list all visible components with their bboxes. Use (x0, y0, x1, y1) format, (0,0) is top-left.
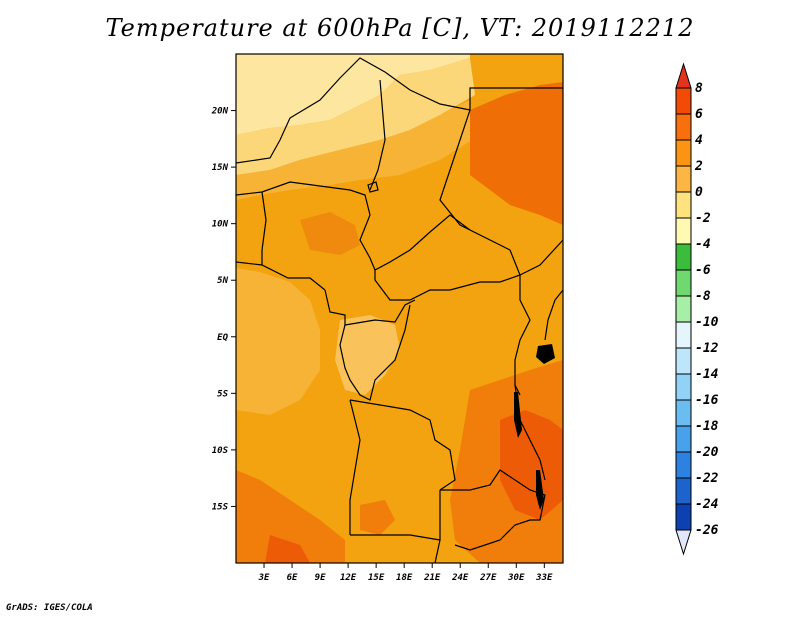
y-tick-label: EQ (217, 333, 228, 343)
lake-victoria (536, 344, 555, 364)
border-line (236, 261, 326, 291)
colorbar-segment (675, 347, 692, 375)
colorbar-label: -24 (695, 497, 719, 512)
y-tick-label: 15N (212, 163, 229, 173)
border-line (349, 399, 456, 491)
colorbar-label: 8 (695, 81, 703, 96)
colorbar-label: -18 (695, 419, 719, 434)
map-title: Temperature at 600hPa [C], VT: 201911221… (105, 14, 695, 42)
y-tick-label: 5N (217, 276, 228, 286)
field-mid-north (236, 100, 472, 200)
colorbar-label: -2 (695, 211, 711, 226)
colorbar-label: 0 (695, 185, 703, 200)
border-line (369, 79, 386, 191)
colorbar-segment (675, 217, 692, 245)
colorbar-segment (675, 321, 692, 349)
colorbar-label: -26 (695, 523, 719, 538)
colorbar-label: -16 (695, 393, 719, 408)
colorbar-label: 2 (694, 159, 703, 174)
colorbar-label: -4 (695, 237, 711, 252)
border-line (434, 490, 441, 563)
x-axis: 3E 6E 9E 12E 15E 18E 21E 24E 27E 30E 33E (258, 563, 553, 583)
x-tick-label: 6E (287, 573, 298, 583)
colorbar-segment (675, 165, 692, 193)
border-line (439, 109, 471, 231)
border-line (350, 534, 441, 541)
colorbar-segment (675, 399, 692, 427)
colorbar-segment (675, 425, 692, 453)
x-tick-label: 33E (535, 573, 553, 583)
colorbar-segment (675, 139, 692, 167)
x-tick-label: 30E (507, 573, 525, 583)
field-hot-nigeria (300, 212, 360, 255)
map-frame (235, 53, 564, 564)
colorbar-label: -10 (695, 315, 719, 330)
x-tick-label: 3E (258, 573, 270, 583)
y-tick-label: 15S (212, 502, 229, 512)
colorbar-label: 4 (695, 133, 703, 148)
y-tick-label: 10N (212, 220, 229, 230)
colorbar-label: -6 (695, 263, 711, 278)
colorbar-segment (675, 477, 692, 505)
field-cool-west (236, 268, 320, 415)
x-tick-label: 27E (479, 573, 497, 583)
border-line (349, 399, 361, 535)
colorbar-label: -20 (695, 445, 719, 460)
x-tick-label: 18E (396, 573, 413, 583)
lake-tanganyika (514, 392, 522, 438)
border-line (514, 384, 546, 481)
country-borders (236, 57, 563, 563)
colorbar-segment (675, 113, 692, 141)
colorbar-segment (675, 243, 692, 271)
border-line (236, 181, 376, 271)
border-line (324, 289, 416, 326)
x-tick-label: 15E (368, 573, 385, 583)
x-tick-label: 21E (423, 573, 441, 583)
field-hot-northeast (470, 82, 563, 225)
colorbar-label: 6 (695, 107, 703, 122)
colorbar-label: -14 (695, 367, 719, 382)
credit-label: GrADS: IGES/COLA (6, 603, 93, 613)
colorbar-segment (675, 451, 692, 479)
field-cool-central (335, 315, 400, 395)
colorbar-segment (675, 373, 692, 401)
x-tick-label: 9E (315, 573, 326, 583)
border-line (519, 239, 563, 276)
colorbar-label: -22 (695, 471, 719, 486)
colorbar-bottom-arrow (675, 529, 692, 556)
border-line (261, 191, 267, 265)
lake-malawi (536, 470, 544, 510)
colorbar-segment (675, 87, 692, 115)
field-hot-south-central (360, 500, 395, 535)
colorbar-top-arrow (675, 62, 692, 89)
colorbar-label: -12 (695, 341, 719, 356)
border-line (440, 469, 546, 551)
x-tick-label: 24E (451, 573, 469, 583)
y-axis: 20N 15N 10N 5N EQ 5S 10S 15S (211, 107, 236, 512)
y-tick-label: 10S (212, 446, 229, 456)
colorbar: 8 6 4 2 0 -2 -4 -6 -8 -10 -12 -14 -16 -18 -20 -22 -24 -26 (675, 62, 719, 556)
colorbar-segment (675, 503, 692, 531)
x-tick-label: 12E (340, 573, 357, 583)
field-hottest-southwest (265, 535, 310, 563)
colorbar-segment (675, 191, 692, 219)
field-hot-southwest (236, 470, 345, 563)
colorbar-segment (675, 295, 692, 323)
y-tick-label: 20N (211, 107, 229, 117)
colorbar-segment (675, 269, 692, 297)
border-line (339, 304, 411, 401)
field-cool-north-2 (236, 58, 475, 175)
y-tick-label: 5S (217, 389, 228, 399)
field-hottest-east (500, 410, 563, 520)
colorbar-label: -8 (695, 289, 711, 304)
temperature-field (236, 54, 563, 563)
border-line (544, 289, 563, 341)
